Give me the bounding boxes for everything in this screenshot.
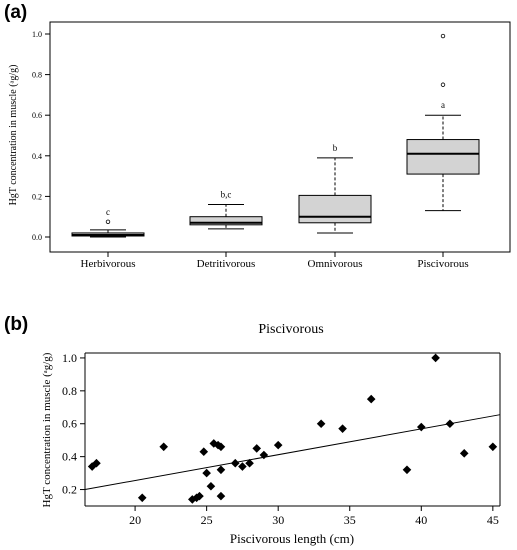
x-tick-label: 20 (129, 513, 141, 527)
box-piscivorous: a (406, 33, 480, 212)
trend-line (84, 414, 501, 491)
outlier-point (440, 82, 446, 87)
outlier-point (440, 33, 446, 39)
boxplot-chart: 0.0 0.2 0.4 0.6 0.8 1.0 c b,c b a Herbivorous Det… (8, 21, 511, 270)
x-tick-label: Herbivorous (81, 258, 136, 270)
x-axis: Herbivorous Detritivorous Omnivorous Pisciv… (81, 252, 469, 270)
scatter-point (216, 491, 226, 501)
panel-label-b: (b) (4, 314, 29, 335)
y-tick-label: 0.4 (32, 152, 42, 161)
scatter-point (488, 442, 498, 452)
box-herbivorous: c (71, 207, 145, 238)
scatter-point (202, 468, 211, 478)
plot-frame (49, 21, 511, 253)
scatter-point (402, 465, 412, 475)
scatter-point (92, 458, 101, 468)
y-axis-label: HgT concentration in muscle (ᵃg/g) (41, 352, 53, 507)
box-body (189, 216, 263, 226)
x-tick-label: Omnivorous (308, 258, 363, 270)
scatter-point (445, 419, 455, 429)
scatter-point (230, 458, 240, 468)
scatter-point (216, 442, 226, 452)
scatter-point (366, 394, 376, 404)
scatter-point (192, 493, 201, 503)
scatter-point (259, 450, 269, 460)
significance-letter: c (106, 207, 110, 217)
scatter-point (459, 449, 469, 458)
y-tick-label: 0.8 (32, 71, 42, 80)
scatter-point (199, 447, 209, 457)
panel-label-a: (a) (4, 2, 28, 23)
x-tick-label: Detritivorous (197, 258, 256, 270)
scatter-point (87, 462, 97, 471)
scatter-point (206, 481, 216, 491)
scatter-point (416, 422, 426, 432)
y-tick-label: 0.8 (62, 384, 77, 398)
y-axis: 0.2 0.4 0.6 0.8 1.0 (62, 351, 85, 497)
y-tick-label: 0.2 (62, 483, 77, 497)
x-axis: 20 25 30 35 40 45 (129, 506, 499, 527)
scatter-point (209, 439, 219, 448)
x-tick-label: Piscivorous (417, 258, 468, 270)
significance-letter: a (441, 100, 445, 110)
scatter-point (137, 493, 147, 503)
scatter-point (216, 465, 226, 475)
y-tick-label: 1.0 (32, 30, 42, 39)
x-tick-label: 40 (415, 513, 427, 527)
significance-letter: b,c (221, 190, 232, 200)
y-tick-label: 0.6 (62, 417, 77, 431)
scatter-chart: Piscivorous 0.2 0.4 0.6 0.8 1.0 20 25 30 35 40 45… (41, 322, 501, 546)
scatter-point (238, 462, 247, 471)
x-axis-label: Piscivorous length (cm) (230, 531, 354, 546)
x-tick-label: 25 (201, 513, 213, 527)
x-tick-label: 35 (344, 513, 356, 527)
scatter-point (316, 419, 326, 429)
data-points (87, 353, 498, 504)
scatter-point (245, 458, 254, 468)
outlier-point (105, 219, 111, 224)
scatter-point (195, 491, 204, 501)
scatter-point (159, 442, 169, 452)
x-tick-label: 30 (272, 513, 284, 527)
scatter-point (188, 495, 197, 504)
y-axis-label: HgT concentration in muscle (ᵃg/g) (8, 65, 19, 206)
y-tick-label: 0.4 (62, 450, 77, 464)
x-tick-label: 45 (487, 513, 499, 527)
scatter-point (431, 353, 440, 363)
scatter-point (252, 444, 262, 453)
y-tick-label: 0.6 (32, 111, 42, 120)
box-omnivorous: b (298, 143, 372, 234)
y-axis: 0.0 0.2 0.4 0.6 0.8 1.0 (32, 30, 50, 242)
y-tick-label: 1.0 (62, 351, 77, 365)
box-body (298, 194, 372, 224)
scatter-point (338, 424, 347, 433)
y-tick-label: 0.0 (32, 233, 42, 242)
significance-letter: b (333, 143, 338, 153)
chart-title: Piscivorous (258, 322, 323, 337)
scatter-point (273, 440, 283, 450)
box-body (406, 139, 480, 175)
boxes: c b,c b a (71, 33, 480, 238)
y-tick-label: 0.2 (32, 192, 42, 201)
box-detritivorous: b,c (189, 190, 263, 230)
